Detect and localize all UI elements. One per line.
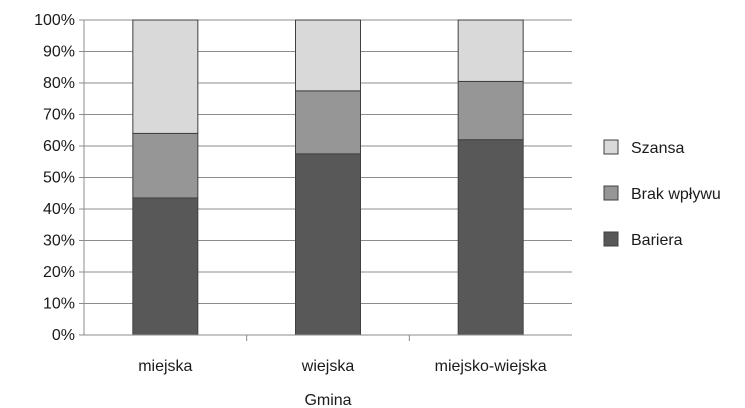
y-tick-label: 90%	[43, 44, 75, 61]
bar-segment-3-2	[295, 19, 361, 92]
axes	[79, 19, 572, 341]
legend: Szansa Brak wpływu Bariera	[603, 139, 721, 249]
bar-segment-1-2	[295, 153, 361, 336]
legend-label: Bariera	[631, 232, 683, 249]
bar-segment-2-2	[295, 90, 361, 155]
x-tick-label: miejsko-wiejska	[435, 358, 547, 375]
bar-segment-1-1	[132, 197, 199, 336]
x-tick-label: miejska	[138, 358, 192, 375]
legend-label: Szansa	[631, 140, 684, 157]
bar-segment-3-3	[457, 19, 524, 82]
legend-label: Brak wpływu	[631, 186, 721, 203]
tick-labels: 0% 10% 20% 30% 40% 50% 60% 70% 80% 90% 100% miejska…	[34, 12, 547, 375]
bar-segment-1-3	[457, 139, 524, 336]
y-tick-label: 100%	[34, 12, 75, 29]
x-axis-title: Gmina	[304, 392, 351, 408]
y-tick-label: 80%	[43, 75, 75, 92]
y-tick-label: 60%	[43, 138, 75, 155]
bar-segment-2-1	[132, 132, 199, 199]
bar-segment-2-3	[457, 80, 524, 141]
legend-swatch	[603, 185, 619, 201]
y-tick-label: 50%	[43, 170, 75, 187]
y-tick-label: 10%	[43, 296, 75, 313]
y-tick-label: 40%	[43, 201, 75, 218]
y-tick-label: 30%	[43, 233, 75, 250]
y-tick-label: 70%	[43, 107, 75, 124]
x-tick-label: wiejska	[301, 358, 355, 375]
legend-swatch	[603, 139, 619, 155]
y-tick-label: 0%	[52, 327, 75, 344]
bar-segment-3-1	[132, 19, 199, 134]
y-tick-label: 20%	[43, 264, 75, 281]
legend-swatch	[603, 231, 619, 247]
bars	[132, 19, 524, 336]
